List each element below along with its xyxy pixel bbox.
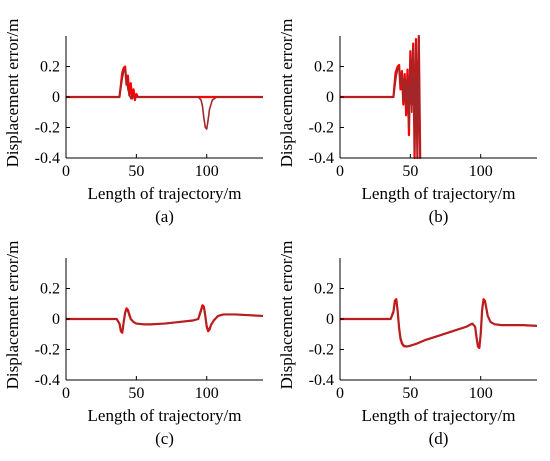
panel-1: 0 50 100 0.2 0 -0.2 -0.4 Length of trajectory/m…: [277, 19, 537, 226]
panel-label: (b): [429, 207, 449, 226]
y-tick-label: -0.4: [309, 372, 334, 389]
y-axis-title: Displacement error/m: [3, 241, 22, 390]
y-tick-label: -0.2: [35, 120, 60, 137]
x-tick-label: 100: [469, 163, 493, 180]
series-line-0: [340, 298, 537, 350]
x-axis-title: Length of trajectory/m: [88, 184, 242, 203]
x-axis-title: Length of trajectory/m: [362, 406, 516, 425]
y-tick-label: -0.4: [35, 372, 60, 389]
y-tick-label: -0.4: [35, 150, 60, 167]
y-tick-label: 0: [326, 311, 334, 328]
panel-3: 0 50 100 0.2 0 -0.2 -0.4 Length of trajectory/m…: [277, 241, 537, 448]
y-tick-label: -0.2: [35, 342, 60, 359]
y-tick-label: 0.2: [314, 281, 334, 298]
y-tick-label: -0.4: [309, 150, 334, 167]
x-axis-title: Length of trajectory/m: [88, 406, 242, 425]
panel-2: 0 50 100 0.2 0 -0.2 -0.4 Length of trajectory/m…: [3, 241, 263, 448]
y-tick-label: -0.2: [309, 342, 334, 359]
x-tick-label: 100: [195, 385, 219, 402]
series-line-1: [340, 35, 422, 159]
x-tick-label: 100: [195, 163, 219, 180]
y-tick-label: -0.2: [309, 120, 334, 137]
panel-label: (d): [429, 429, 449, 448]
series-line-1: [66, 305, 263, 333]
y-tick-label: 0: [326, 89, 334, 106]
y-axis-title: Displacement error/m: [277, 19, 296, 168]
x-tick-label: 50: [128, 163, 144, 180]
y-tick-label: 0.2: [314, 59, 334, 76]
x-tick-label: 0: [62, 163, 70, 180]
y-tick-label: 0: [52, 89, 60, 106]
x-tick-label: 0: [336, 385, 344, 402]
x-tick-label: 50: [402, 385, 418, 402]
panel-label: (c): [155, 429, 174, 448]
series-line-0: [66, 65, 263, 102]
x-axis-title: Length of trajectory/m: [362, 184, 516, 203]
y-tick-label: 0: [52, 311, 60, 328]
x-tick-label: 100: [469, 385, 493, 402]
series-line-1: [340, 299, 537, 348]
x-tick-label: 50: [402, 163, 418, 180]
y-axis-title: Displacement error/m: [3, 19, 22, 168]
panel-label: (a): [155, 207, 174, 226]
series-line-1: [66, 68, 263, 130]
x-tick-label: 0: [336, 163, 344, 180]
x-tick-label: 50: [128, 385, 144, 402]
panel-0: 0 50 100 0.2 0 -0.2 -0.4 Length of trajectory/m…: [3, 19, 263, 226]
y-tick-label: 0.2: [40, 281, 60, 298]
y-tick-label: 0.2: [40, 59, 60, 76]
y-axis-title: Displacement error/m: [277, 241, 296, 390]
x-tick-label: 0: [62, 385, 70, 402]
